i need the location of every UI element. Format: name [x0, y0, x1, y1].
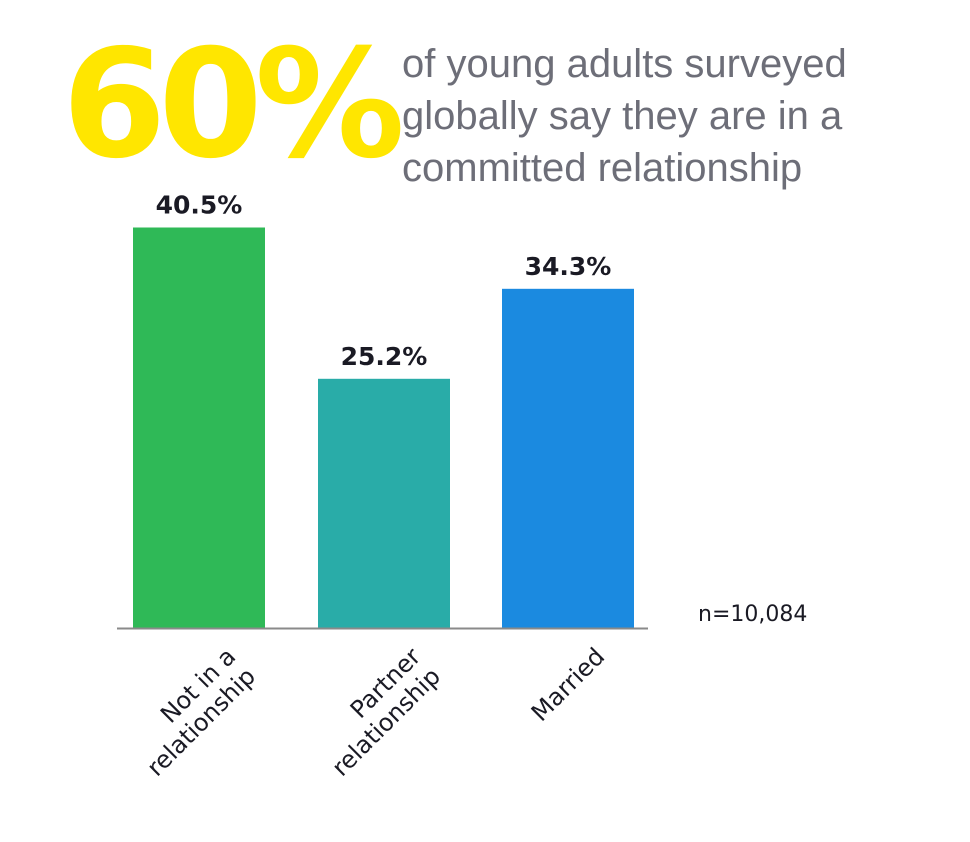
headline-line-3: committed relationship — [402, 146, 803, 190]
bar-value-label-0: 40.5% — [156, 191, 243, 220]
headline-text: of young adults surveyed globally say th… — [402, 38, 922, 194]
bar-2 — [502, 288, 634, 628]
bar-value-label-2: 34.3% — [525, 252, 612, 281]
headline-line-1: of young adults surveyed — [402, 42, 847, 86]
category-label-line: Married — [526, 642, 610, 726]
bar-1 — [318, 378, 450, 628]
category-label-2: Married — [526, 642, 610, 726]
headline-line-2: globally say they are in a — [402, 94, 843, 138]
sample-size-note: n=10,084 — [698, 602, 808, 627]
bar-0 — [133, 227, 265, 628]
headline-stat: 60% — [62, 18, 405, 192]
bar-value-label-1: 25.2% — [341, 342, 428, 371]
